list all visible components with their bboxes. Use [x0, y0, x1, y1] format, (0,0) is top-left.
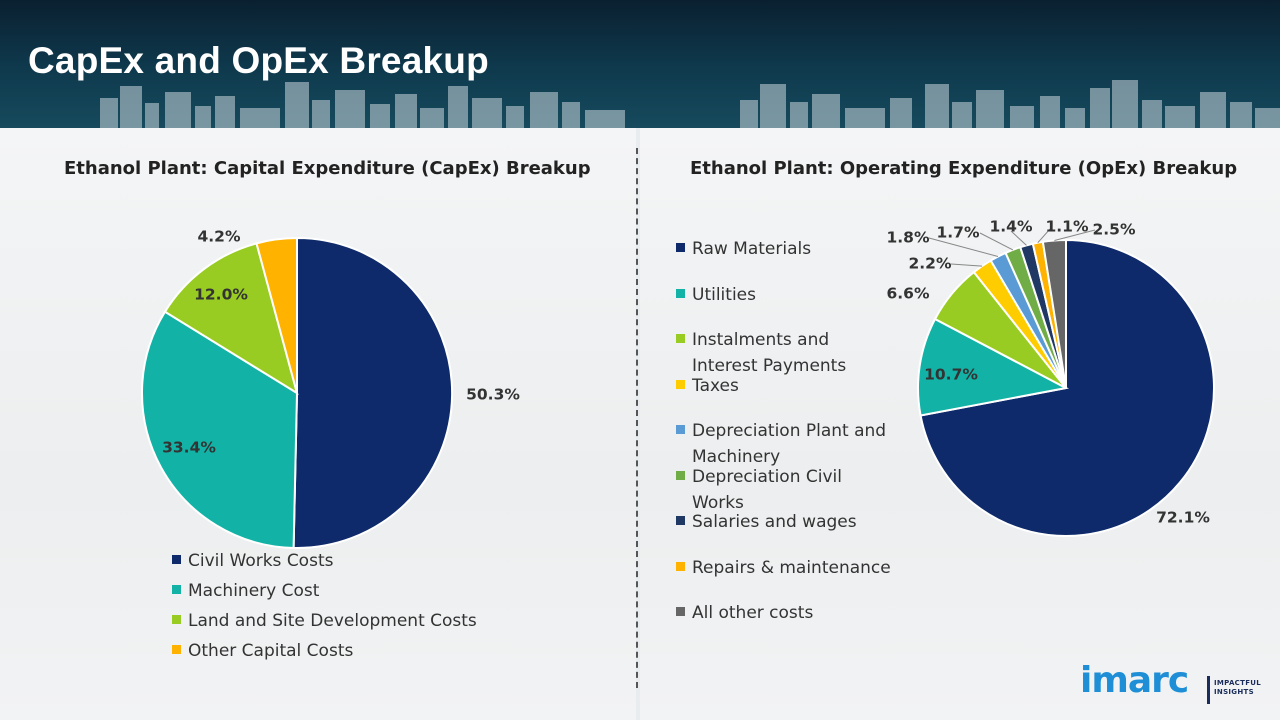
header-banner: CapEx and OpEx Breakup — [0, 0, 1280, 128]
capex-legend-label: Other Capital Costs — [188, 641, 354, 661]
capex-data-label-other-capital-costs: 4.2% — [198, 228, 241, 246]
opex-leader-line-depreciation-plant-and-machinery — [928, 237, 999, 257]
capex-chart-title: Ethanol Plant: Capital Expenditure (CapE… — [64, 158, 591, 179]
capex-slice-other-capital-costs — [255, 236, 298, 394]
opex-legend-label: Raw Materials — [692, 239, 812, 259]
opex-leader-line-depreciation-civil-works — [979, 232, 1014, 251]
opex-data-label-repairs-maintenance: 1.1% — [1046, 218, 1089, 236]
opex-legend-label: All other costs — [692, 603, 814, 623]
capex-slice-civil-works-costs — [292, 236, 454, 549]
panel-divider — [636, 148, 638, 688]
capex-data-label-civil-works-costs: 50.3% — [466, 386, 520, 404]
opex-legend-label: Utilities — [692, 284, 756, 305]
page-title: CapEx and OpEx Breakup — [28, 40, 489, 81]
capex-legend-label: Machinery Cost — [188, 581, 320, 601]
opex-legend-swatch — [676, 288, 685, 298]
opex-data-label-all-other-costs: 2.5% — [1093, 221, 1136, 239]
opex-data-label-utilities: 10.7% — [924, 366, 978, 384]
opex-data-label-depreciation-plant-and-machinery: 1.8% — [887, 229, 930, 247]
logo-separator — [1207, 676, 1210, 704]
capex-legend-swatch — [172, 645, 181, 654]
opex-data-label-raw-materials: 72.1% — [1156, 509, 1210, 527]
opex-legend-label: Depreciation Plant and Machinery — [692, 421, 887, 467]
opex-legend-swatch — [676, 470, 685, 480]
opex-leader-line-salaries-and-wages — [1010, 230, 1027, 246]
opex-chart-title: Ethanol Plant: Operating Expenditure (Op… — [690, 158, 1238, 179]
opex-legend-swatch — [676, 379, 685, 389]
opex-data-label-salaries-and-wages: 1.4% — [990, 218, 1033, 236]
opex-legend-label: Repairs & maintenance — [692, 557, 891, 578]
opex-legend-swatch — [676, 425, 685, 434]
opex-legend-label: Instalments and Interest Payments — [692, 330, 847, 376]
opex-legend-label: Taxes — [692, 375, 739, 396]
capex-data-label-land-and-site-development-costs: 12.0% — [194, 286, 248, 304]
capex-legend-swatch — [172, 555, 181, 564]
logo-tagline-line1: IMPACTFUL — [1214, 679, 1262, 687]
opex-data-label-taxes: 2.2% — [909, 255, 952, 273]
opex-data-label-depreciation-civil-works: 1.7% — [937, 224, 980, 242]
capex-legend-swatch — [172, 585, 181, 594]
opex-leader-line-taxes — [950, 263, 983, 267]
capex-legend-swatch — [172, 615, 181, 624]
opex-leader-line-all-other-costs — [1054, 229, 1096, 241]
opex-leader-line-repairs-maintenance — [1037, 228, 1051, 244]
capex-data-label-machinery-cost: 33.4% — [162, 439, 216, 457]
opex-legend-swatch — [676, 561, 685, 571]
opex-pie: 72.1% 10.7% 6.6% 2.2% 1.8% 1.7% 1.4% 1.1% 2.5% — [887, 218, 1215, 537]
capex-slice-machinery-cost — [141, 310, 299, 549]
capex-slice-land-and-site-development-costs — [163, 242, 299, 396]
capex-legend-label: Land and Site Development Costs — [188, 611, 477, 631]
opex-legend-label: Depreciation Civil Works — [692, 466, 842, 513]
opex-data-label-instalments-and-interest-payments: 6.6% — [887, 285, 930, 303]
opex-legend-swatch — [676, 516, 685, 525]
opex-legend-swatch — [676, 334, 685, 343]
opex-slice-utilities — [917, 317, 1070, 417]
capex-pie: 50.3% 33.4% 12.0% 4.2% — [141, 228, 520, 549]
capex-legend-label: Civil Works Costs — [188, 551, 334, 571]
opex-legend-swatch — [676, 243, 685, 252]
opex-legend-label: Salaries and wages — [692, 512, 857, 532]
imarc-logo: imarc IMPACTFUL INSIGHTS — [1080, 660, 1270, 710]
logo-wordmark: imarc — [1080, 660, 1189, 701]
logo-tagline: IMPACTFUL INSIGHTS — [1214, 679, 1261, 697]
city-skyline-decoration — [100, 80, 1280, 128]
opex-legend-swatch — [676, 607, 685, 616]
logo-tagline-line2: INSIGHTS — [1214, 688, 1254, 696]
